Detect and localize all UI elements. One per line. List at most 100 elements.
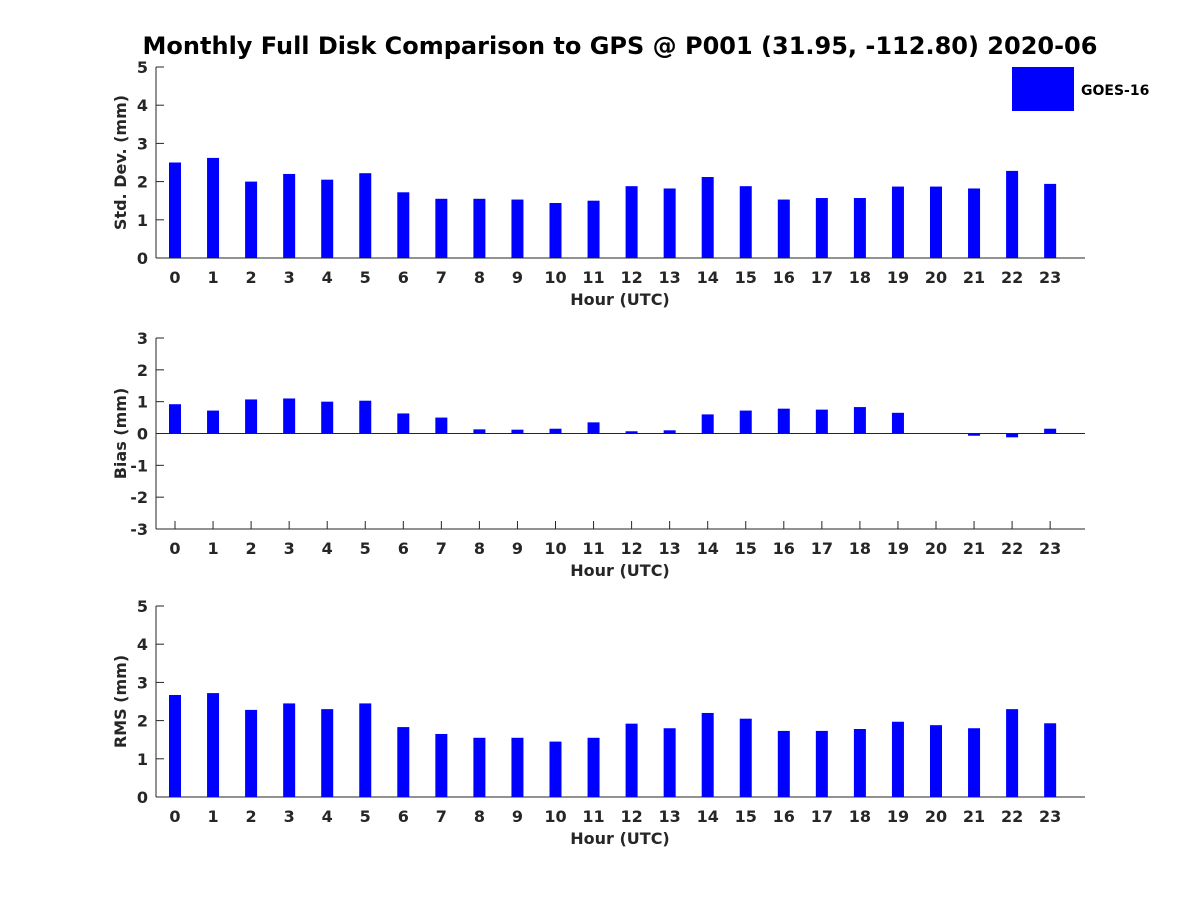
- x-tick-label: 5: [360, 807, 371, 826]
- bar-hour-13: [663, 430, 676, 434]
- bar-hour-20: [930, 186, 942, 258]
- bar-hour-19: [891, 721, 904, 797]
- bar-hour-5: [359, 173, 372, 258]
- bar-hour-7: [435, 417, 448, 434]
- x-tick-label: 18: [849, 268, 871, 287]
- bar-hour-6: [397, 727, 410, 797]
- bar-hour-7: [435, 198, 448, 258]
- bar-hour-9: [511, 199, 524, 258]
- x-tick-label: 13: [659, 807, 681, 826]
- bar-hour-0: [169, 404, 181, 434]
- bar-hour-11: [587, 200, 600, 258]
- x-tick-label: 0: [169, 807, 180, 826]
- x-tick-label: 6: [398, 539, 409, 558]
- bar-hour-16: [777, 730, 790, 797]
- bar-hour-9: [511, 737, 524, 797]
- x-tick-label: 23: [1039, 268, 1061, 287]
- y-axis-label: Std. Dev. (mm): [111, 95, 130, 230]
- x-tick-label: 2: [246, 539, 257, 558]
- x-tick-label: 12: [620, 539, 642, 558]
- x-tick-label: 11: [582, 268, 604, 287]
- bar-hour-3: [283, 703, 296, 797]
- bar-hour-19: [891, 186, 904, 258]
- y-tick-label: 4: [137, 635, 148, 654]
- x-tick-label: 16: [773, 807, 795, 826]
- x-tick-label: 2: [246, 268, 257, 287]
- x-tick-label: 1: [207, 807, 218, 826]
- bar-hour-0: [169, 695, 181, 797]
- bar-hour-17: [815, 198, 828, 258]
- bar-hour-8: [473, 198, 486, 258]
- x-tick-label: 21: [963, 268, 985, 287]
- x-tick-label: 3: [284, 539, 295, 558]
- x-tick-label: 6: [398, 807, 409, 826]
- y-tick-label: 1: [137, 211, 148, 230]
- y-tick-label: 2: [137, 173, 148, 192]
- bar-hour-17: [815, 409, 828, 434]
- bar-hour-11: [587, 422, 600, 434]
- x-tick-label: 4: [322, 539, 333, 558]
- legend: GOES-16: [1012, 67, 1149, 111]
- x-tick-label: 21: [963, 539, 985, 558]
- bar-hour-12: [625, 431, 638, 434]
- x-tick-label: 14: [697, 539, 719, 558]
- bar-hour-16: [777, 408, 790, 434]
- x-tick-label: 1: [207, 539, 218, 558]
- bar-hour-4: [321, 401, 334, 434]
- bar-hour-4: [321, 179, 334, 258]
- x-axis-label: Hour (UTC): [570, 290, 670, 309]
- x-tick-label: 8: [474, 268, 485, 287]
- x-tick-label: 8: [474, 539, 485, 558]
- x-tick-label: 5: [360, 268, 371, 287]
- bar-hour-15: [739, 718, 752, 797]
- x-tick-label: 13: [659, 268, 681, 287]
- bar-hour-17: [815, 730, 828, 797]
- y-tick-label: 4: [137, 96, 148, 115]
- chart-title: Monthly Full Disk Comparison to GPS @ P0…: [143, 32, 1098, 60]
- x-tick-label: 9: [512, 539, 523, 558]
- bar-hour-2: [245, 181, 258, 258]
- bar-hour-10: [549, 428, 562, 434]
- x-tick-label: 9: [512, 807, 523, 826]
- bar-hour-10: [549, 741, 562, 797]
- x-axis-label: Hour (UTC): [570, 829, 670, 848]
- y-tick-label: 5: [137, 597, 148, 616]
- y-tick-label: -2: [130, 488, 148, 507]
- bar-hour-22: [1006, 709, 1019, 797]
- y-tick-label: 1: [137, 393, 148, 412]
- bar-hour-10: [549, 202, 562, 258]
- x-tick-label: 19: [887, 539, 909, 558]
- x-tick-label: 10: [544, 268, 566, 287]
- y-axis-label: RMS (mm): [111, 655, 130, 748]
- bar-hour-22: [1006, 433, 1019, 438]
- x-tick-label: 20: [925, 807, 947, 826]
- bar-hour-15: [739, 410, 752, 434]
- x-tick-label: 23: [1039, 539, 1061, 558]
- y-tick-label: 3: [137, 134, 148, 153]
- y-tick-label: 0: [137, 425, 148, 444]
- bar-hour-6: [397, 413, 410, 434]
- x-tick-label: 21: [963, 807, 985, 826]
- bar-hour-22: [1006, 170, 1019, 258]
- x-tick-label: 18: [849, 539, 871, 558]
- bar-hour-2: [245, 709, 258, 797]
- x-tick-label: 2: [246, 807, 257, 826]
- bar-hour-21: [968, 433, 981, 436]
- x-tick-label: 15: [735, 807, 757, 826]
- x-tick-label: 15: [735, 268, 757, 287]
- bar-hour-4: [321, 709, 334, 797]
- x-tick-label: 11: [582, 539, 604, 558]
- bar-hour-2: [245, 399, 258, 434]
- x-tick-label: 17: [811, 539, 833, 558]
- bar-hour-1: [207, 410, 220, 434]
- bar-hour-5: [359, 400, 372, 434]
- bar-hour-13: [663, 728, 676, 797]
- x-tick-label: 6: [398, 268, 409, 287]
- bar-hour-12: [625, 186, 638, 258]
- x-tick-label: 22: [1001, 539, 1023, 558]
- x-tick-label: 11: [582, 807, 604, 826]
- y-tick-label: 5: [137, 58, 148, 77]
- x-tick-label: 5: [360, 539, 371, 558]
